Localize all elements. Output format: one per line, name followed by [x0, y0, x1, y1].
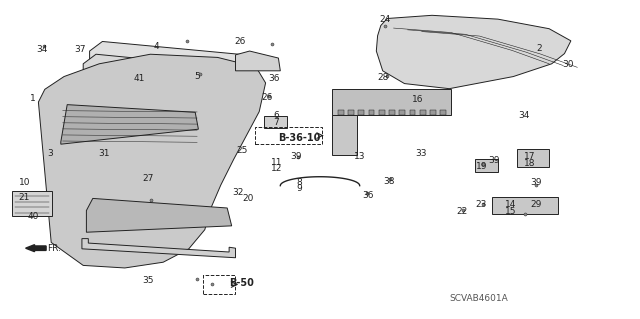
Bar [430, 110, 436, 115]
Text: 37: 37 [74, 45, 86, 54]
Text: 26: 26 [234, 37, 246, 46]
Text: 27: 27 [143, 174, 154, 182]
Text: 9: 9 [297, 184, 302, 193]
Polygon shape [90, 41, 262, 69]
Text: 14: 14 [505, 200, 516, 209]
Text: 36: 36 [268, 74, 280, 83]
Polygon shape [61, 105, 198, 144]
Polygon shape [83, 54, 250, 80]
Polygon shape [12, 191, 52, 216]
Text: 24: 24 [380, 15, 391, 24]
Text: 36: 36 [362, 191, 374, 200]
Text: 32: 32 [232, 188, 244, 197]
Text: 15: 15 [505, 207, 516, 216]
Text: 7: 7 [274, 118, 279, 127]
Polygon shape [82, 239, 236, 258]
Text: 3: 3 [47, 149, 52, 158]
Bar [410, 110, 415, 115]
Text: 1: 1 [31, 94, 36, 103]
Bar [440, 110, 446, 115]
Bar [399, 110, 405, 115]
Text: 34: 34 [36, 45, 47, 54]
Text: 22: 22 [456, 207, 468, 216]
Bar [358, 110, 364, 115]
Text: 12: 12 [271, 164, 282, 173]
Text: 30: 30 [563, 60, 574, 69]
Text: 4: 4 [154, 42, 159, 51]
Polygon shape [376, 15, 571, 89]
Polygon shape [517, 149, 549, 167]
Text: 18: 18 [524, 159, 536, 168]
Text: B-50: B-50 [230, 278, 254, 288]
Text: 16: 16 [412, 95, 423, 104]
Text: SCVAB4601A: SCVAB4601A [449, 294, 508, 303]
Text: 39: 39 [531, 178, 542, 187]
Bar [379, 110, 385, 115]
Text: 2: 2 [536, 44, 541, 53]
Text: 13: 13 [354, 152, 365, 161]
Text: 31: 31 [98, 149, 109, 158]
Polygon shape [38, 54, 266, 268]
Text: 38: 38 [383, 177, 395, 186]
Text: 35: 35 [143, 276, 154, 285]
Text: 28: 28 [377, 73, 388, 82]
Text: 10: 10 [19, 178, 30, 187]
Text: 8: 8 [297, 178, 302, 187]
Text: 20: 20 [243, 194, 254, 203]
Text: 25: 25 [236, 146, 248, 155]
Text: 40: 40 [28, 212, 39, 221]
Text: 6: 6 [274, 111, 279, 120]
Polygon shape [492, 197, 558, 214]
Text: 19: 19 [476, 162, 487, 171]
Polygon shape [332, 115, 357, 155]
Polygon shape [236, 51, 280, 71]
Text: 5: 5 [195, 72, 200, 81]
Text: 11: 11 [271, 158, 282, 167]
Text: 39: 39 [290, 152, 301, 161]
Text: 21: 21 [19, 193, 30, 202]
Text: 34: 34 [518, 111, 529, 120]
Text: 41: 41 [134, 74, 145, 83]
Polygon shape [332, 89, 451, 115]
Text: 29: 29 [531, 200, 542, 209]
Polygon shape [475, 159, 498, 172]
Bar [338, 110, 344, 115]
Bar [369, 110, 374, 115]
Polygon shape [86, 198, 232, 232]
Bar [348, 110, 354, 115]
Bar [389, 110, 395, 115]
Text: 26: 26 [262, 93, 273, 102]
Text: B-36-10: B-36-10 [278, 133, 321, 143]
Bar [420, 110, 426, 115]
Text: FR.: FR. [47, 244, 61, 253]
FancyArrow shape [26, 245, 46, 252]
Text: 39: 39 [488, 156, 500, 165]
Text: 33: 33 [415, 149, 427, 158]
Text: 23: 23 [476, 200, 487, 209]
Polygon shape [264, 116, 287, 128]
Text: 17: 17 [524, 152, 536, 161]
